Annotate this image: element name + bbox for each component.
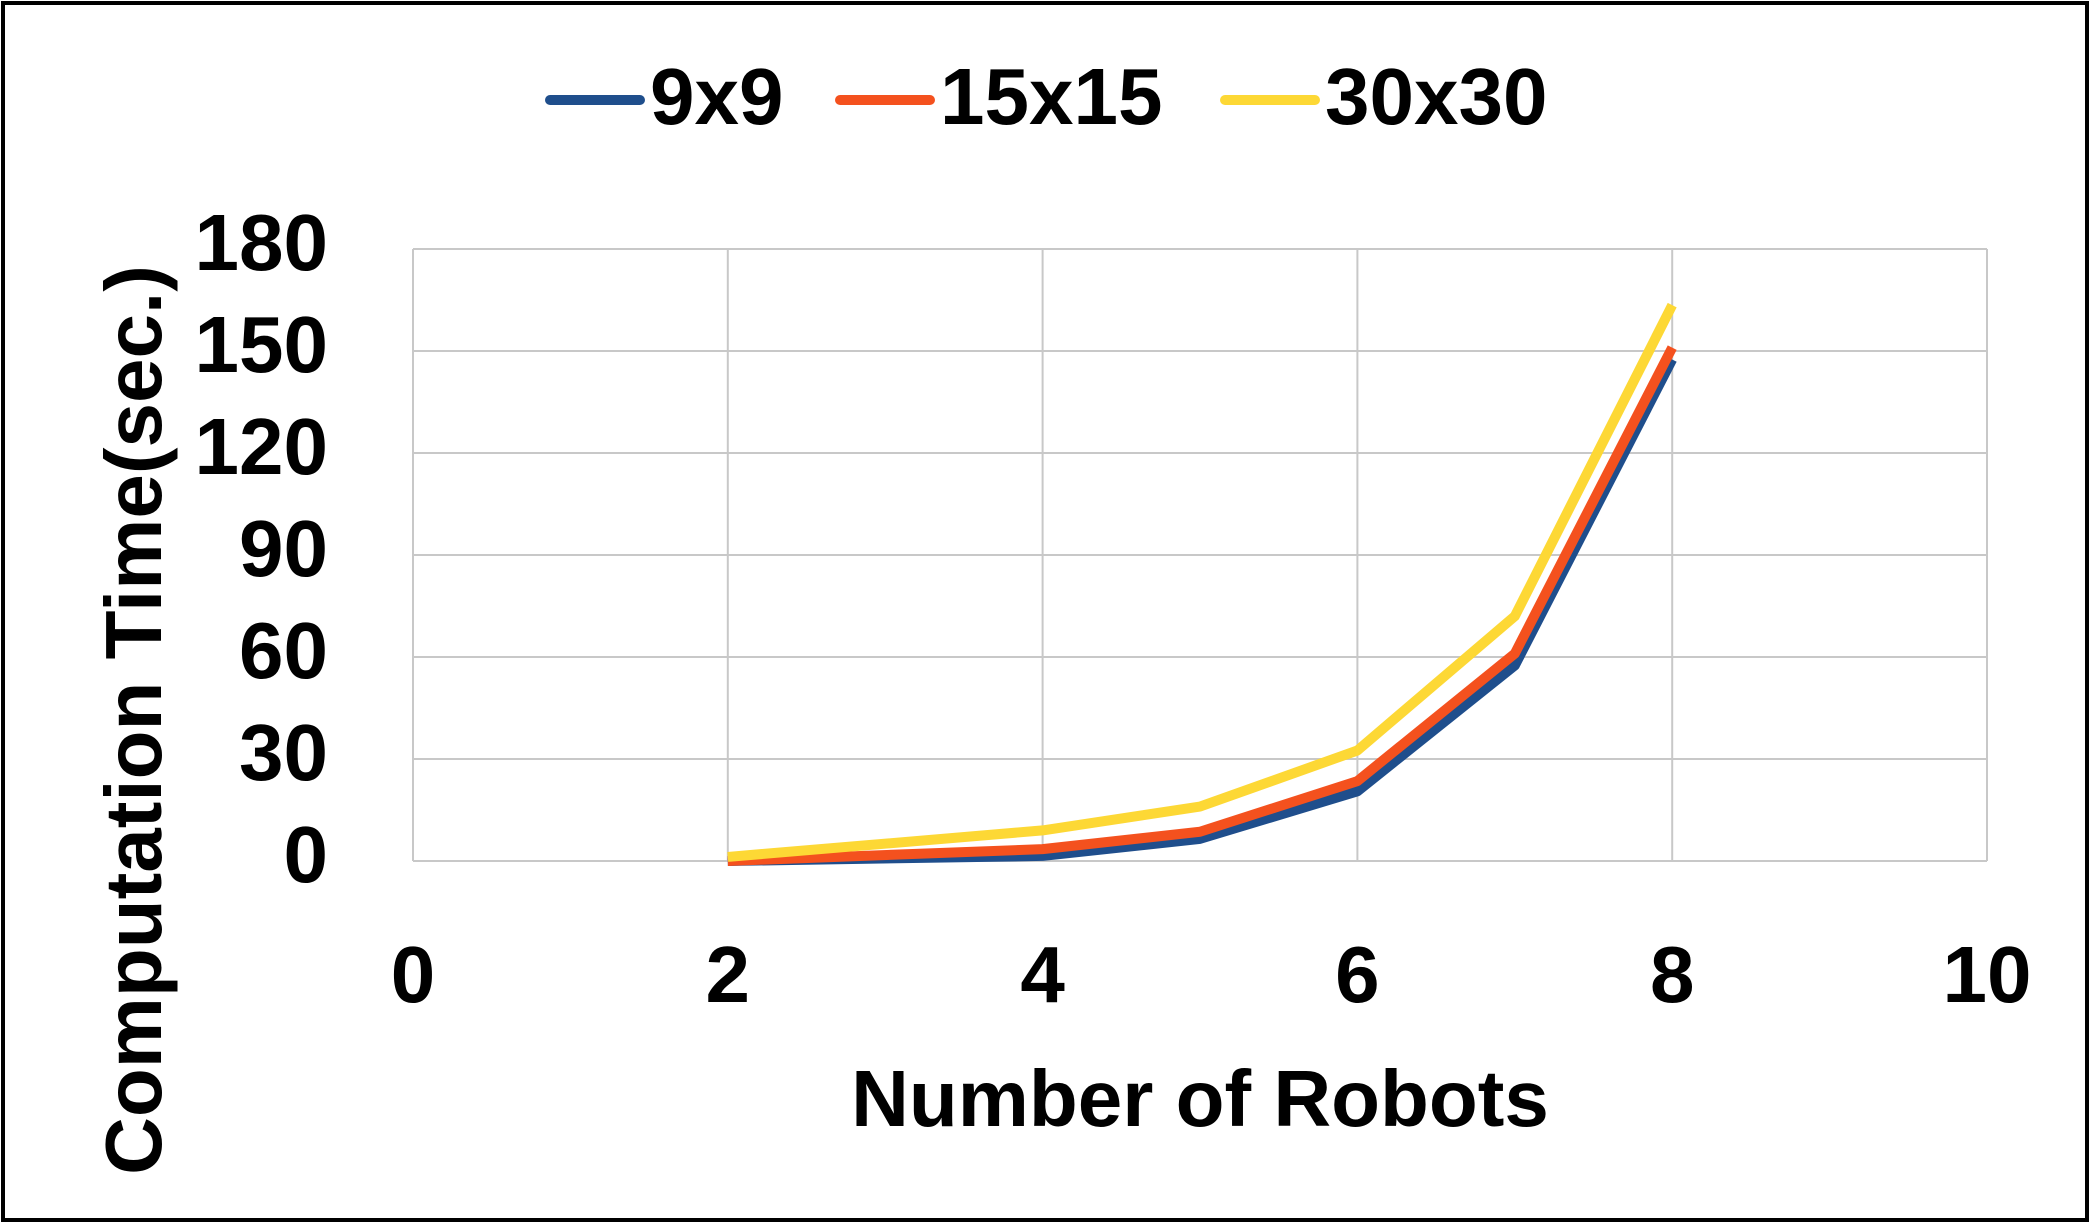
series-line <box>727 357 1677 866</box>
x-axis-label: Number of Robots <box>851 1054 1549 1143</box>
y-tick-label: 180 <box>195 198 328 287</box>
legend-label: 15x15 <box>940 52 1162 141</box>
legend-label: 30x30 <box>1325 52 1547 141</box>
x-tick-label: 4 <box>1020 930 1065 1019</box>
x-tick-label: 0 <box>391 930 436 1019</box>
x-tick-label: 8 <box>1650 930 1695 1019</box>
y-tick-label: 0 <box>284 810 329 899</box>
y-axis-label: Computation Time(sec.) <box>89 265 178 1175</box>
x-tick-label: 2 <box>706 930 751 1019</box>
y-tick-label: 30 <box>239 708 328 797</box>
x-tick-label: 10 <box>1943 930 2032 1019</box>
y-tick-label: 120 <box>195 402 328 491</box>
x-tick-label: 6 <box>1335 930 1380 1019</box>
y-tick-label: 60 <box>239 606 328 695</box>
legend-label: 9x9 <box>650 52 783 141</box>
y-tick-label: 90 <box>239 504 328 593</box>
y-tick-label: 150 <box>195 300 328 389</box>
series-line <box>727 345 1677 866</box>
series-line <box>727 302 1677 862</box>
